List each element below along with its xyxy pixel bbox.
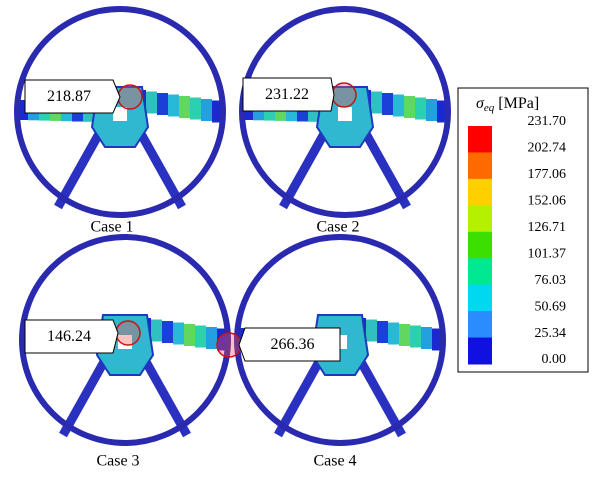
legend-swatch: [468, 258, 492, 285]
arm-band: [146, 92, 157, 114]
wheel-panel: 231.22 Case 2: [242, 9, 448, 236]
arm-band: [399, 324, 410, 346]
legend-swatch: [468, 338, 492, 365]
wheel-panel: 218.87 Case 1: [17, 9, 223, 236]
legend-swatch: [468, 126, 492, 153]
legend-subscript: eq: [484, 102, 495, 114]
caption: Case 2: [316, 219, 359, 236]
arm-band: [201, 99, 212, 121]
legend-unit: [MPa]: [498, 95, 539, 112]
legend-swatch: [468, 205, 492, 232]
callout-value: 146.24: [47, 328, 91, 345]
legend-label: 231.70: [528, 114, 567, 129]
arm-band: [426, 99, 437, 121]
legend-label: 76.03: [535, 273, 567, 288]
caption: Case 3: [96, 453, 139, 470]
arm-band: [393, 95, 404, 117]
legend-swatch: [468, 152, 492, 179]
hotspot: [217, 333, 241, 357]
callout-value: 231.22: [265, 86, 309, 103]
legend-swatch: [468, 285, 492, 312]
legend-label: 152.06: [528, 194, 567, 209]
hotspot: [332, 83, 356, 107]
legend-label: 101.37: [528, 246, 567, 261]
arm-band: [410, 326, 421, 348]
arm-band: [162, 321, 173, 343]
caption: Case 1: [90, 219, 133, 236]
caption: Case 4: [313, 453, 356, 470]
legend-label: 25.34: [535, 326, 567, 341]
arm-band: [421, 327, 432, 349]
figure: σeq[MPa] 218.87Case 1231.22Case 2146.24C…: [0, 0, 604, 472]
callout-value: 266.36: [271, 336, 315, 353]
legend-swatch: [468, 232, 492, 259]
legend-label: 50.69: [535, 299, 567, 314]
hotspot: [118, 85, 142, 109]
arm-band: [371, 92, 382, 114]
arm-band: [377, 321, 388, 343]
wheel-panel: 146.24 Case 3: [22, 237, 228, 470]
callout-value: 218.87: [47, 88, 91, 105]
legend-label: 202.74: [528, 141, 567, 156]
legend-label: 0.00: [542, 352, 567, 367]
arm-band: [388, 323, 399, 345]
wheel-panel: 266.36 Case 4: [217, 237, 443, 470]
hotspot: [116, 321, 140, 345]
hub-hole: [338, 107, 352, 121]
arm-band: [366, 320, 377, 342]
arm-band: [184, 324, 195, 346]
arm-band: [168, 95, 179, 117]
arm-band: [415, 98, 426, 120]
legend-swatch: [468, 179, 492, 206]
arm-band: [382, 93, 393, 115]
legend-swatch: [468, 311, 492, 338]
arm-band: [190, 98, 201, 120]
arm-band: [195, 326, 206, 348]
legend-label: 126.71: [528, 220, 567, 235]
arm-band: [206, 327, 217, 349]
arm-band: [179, 96, 190, 118]
arm-band: [404, 96, 415, 118]
arm-band: [151, 320, 162, 342]
page: σeq[MPa] 218.87Case 1231.22Case 2146.24C…: [0, 0, 604, 477]
arm-band: [173, 323, 184, 345]
legend-label: 177.06: [528, 167, 567, 182]
arm-band: [157, 93, 168, 115]
